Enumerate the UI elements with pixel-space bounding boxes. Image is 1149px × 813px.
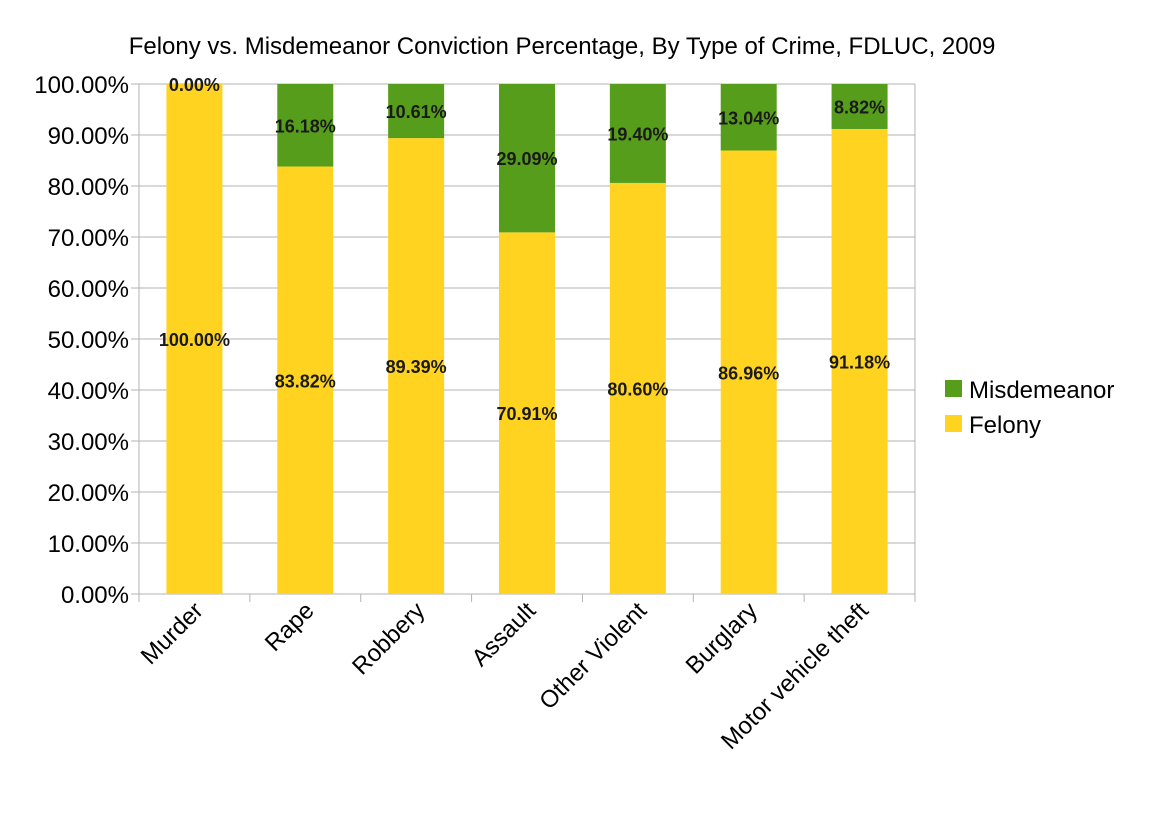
chart-title: Felony vs. Misdemeanor Conviction Percen… <box>129 33 996 60</box>
y-tick-label: 30.00% <box>48 429 129 456</box>
x-tick-label: Rape <box>260 597 320 657</box>
data-label-felony: 100.00% <box>159 330 230 350</box>
x-tick-label: Other Violent <box>534 597 652 715</box>
y-tick-label: 80.00% <box>48 174 129 201</box>
bar-felony-other-violent <box>609 182 666 594</box>
y-tick-label: 40.00% <box>48 378 129 405</box>
data-label-misdemeanor: 0.00% <box>169 75 220 95</box>
x-tick-label: Burglary <box>681 597 763 679</box>
bar-felony-rape <box>277 166 334 594</box>
data-label-misdemeanor: 13.04% <box>718 108 779 128</box>
data-label-felony: 91.18% <box>829 352 890 372</box>
x-tick-label: Murder <box>136 597 209 670</box>
bar-felony-burglary <box>720 150 777 594</box>
data-label-misdemeanor: 8.82% <box>834 97 885 117</box>
y-tick-label: 60.00% <box>48 276 129 303</box>
data-label-misdemeanor: 10.61% <box>386 102 447 122</box>
data-label-misdemeanor: 19.40% <box>607 124 668 144</box>
data-label-misdemeanor: 29.09% <box>496 149 557 169</box>
legend-label-felony: Felony <box>969 412 1041 439</box>
y-tick-label: 20.00% <box>48 480 129 507</box>
bar-felony-robbery <box>388 138 445 594</box>
data-label-misdemeanor: 16.18% <box>275 116 336 136</box>
data-labels: 100.00% 0.00% 83.82% 16.18% 89.39% 10.61% 70.9… <box>159 75 890 424</box>
bar-misdemeanor-other-violent <box>609 84 666 183</box>
bar-felony-motor-vehicle-theft <box>831 128 888 594</box>
y-tick-label: 50.00% <box>48 327 129 354</box>
y-tick-label: 0.00% <box>61 582 129 609</box>
bar-felony-murder <box>166 84 223 594</box>
data-label-felony: 83.82% <box>275 371 336 391</box>
y-tick-label: 100.00% <box>34 72 129 99</box>
data-label-felony: 80.60% <box>607 379 668 399</box>
legend-swatch-felony <box>945 415 962 432</box>
bar-misdemeanor-rape <box>277 84 334 167</box>
legend-swatch-misdemeanor <box>945 380 962 397</box>
bar-misdemeanor-motor-vehicle-theft <box>831 84 888 129</box>
y-tick-label: 90.00% <box>48 123 129 150</box>
legend: Misdemeanor Felony <box>945 377 1114 439</box>
bar-misdemeanor-assault <box>499 84 555 233</box>
data-label-felony: 86.96% <box>718 363 779 383</box>
data-label-felony: 89.39% <box>386 357 447 377</box>
y-tick-label: 10.00% <box>48 531 129 558</box>
bar-misdemeanor-robbery <box>388 84 445 139</box>
data-label-felony: 70.91% <box>496 404 557 424</box>
y-axis-tick-labels: 0.00% 10.00% 20.00% 30.00% 40.00% 50.00% 60.00… <box>34 72 129 609</box>
x-tick-label: Robbery <box>347 597 430 680</box>
bar-felony-assault <box>499 232 555 594</box>
x-tick-label: Assault <box>466 597 541 672</box>
bar-misdemeanor-burglary <box>720 84 777 151</box>
bars <box>166 84 888 594</box>
legend-label-misdemeanor: Misdemeanor <box>969 377 1114 404</box>
y-tick-label: 70.00% <box>48 225 129 252</box>
